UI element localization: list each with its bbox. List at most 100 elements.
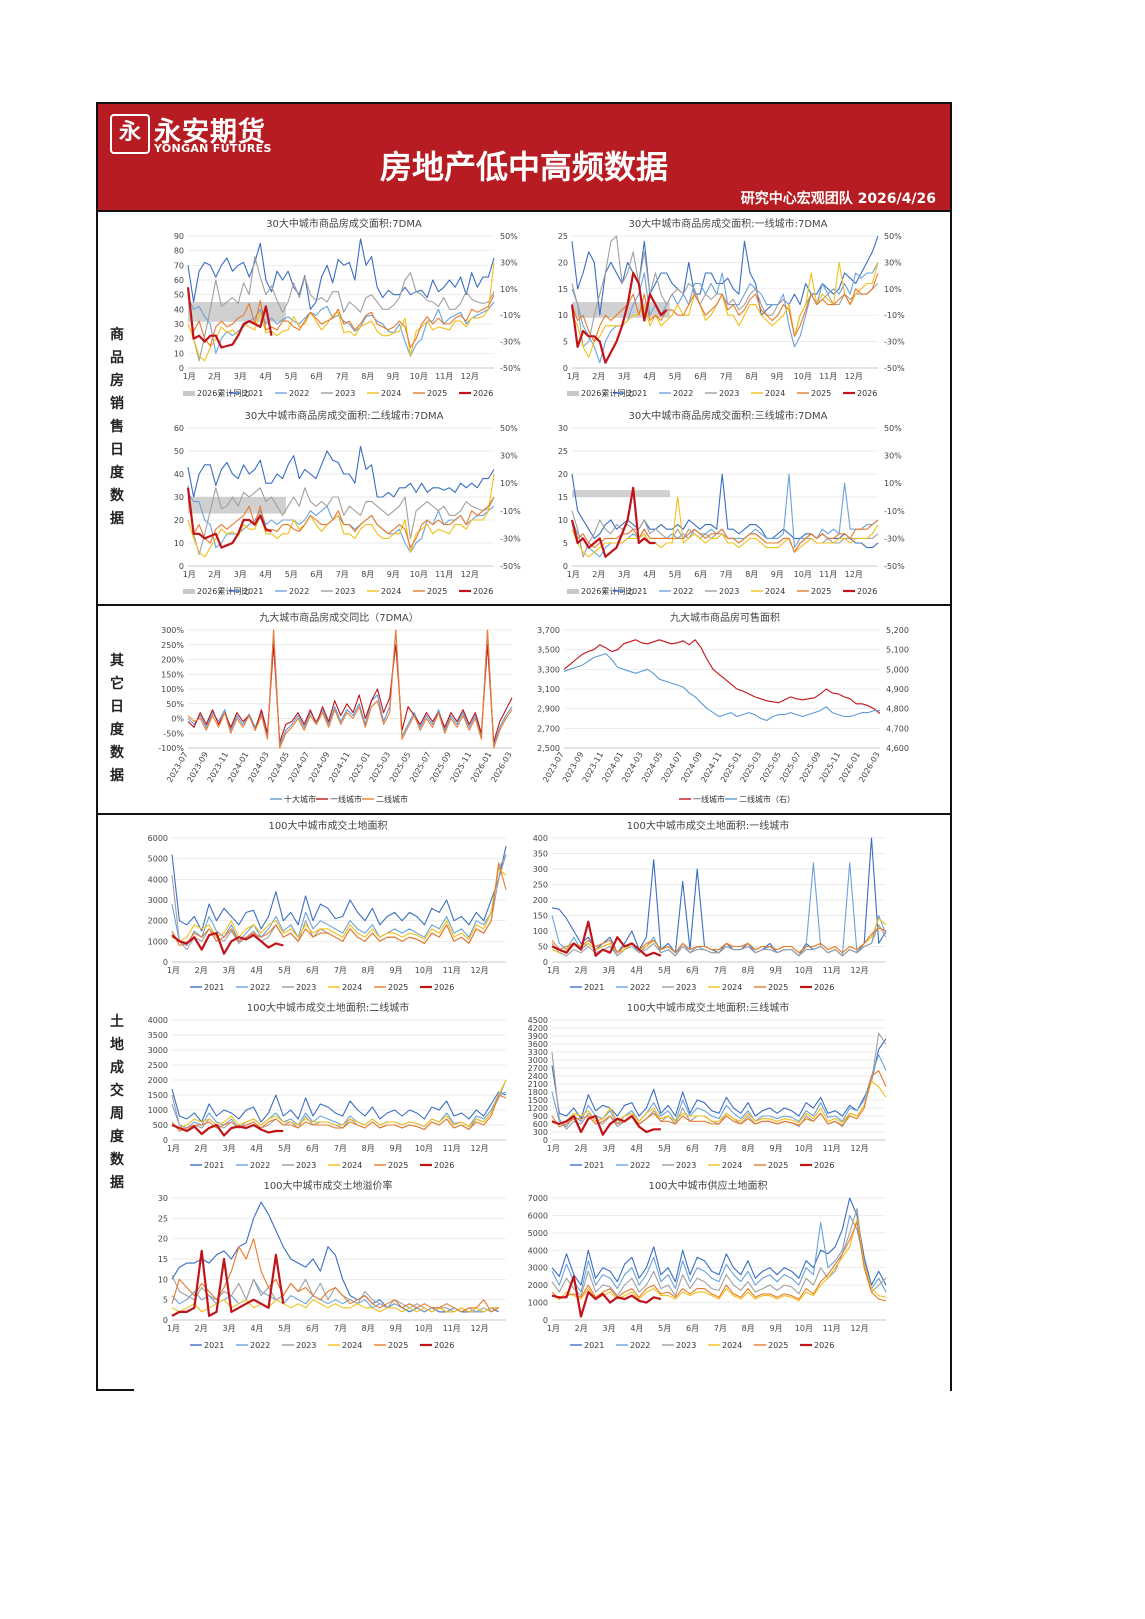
y-tick-label: 2000 bbox=[148, 917, 168, 926]
y-tick-label: 10 bbox=[558, 516, 568, 525]
y-tick-label: 5000 bbox=[148, 855, 168, 864]
y-tick-label: 20 bbox=[558, 470, 568, 479]
page-title: 房地产低中高频数据 bbox=[379, 148, 668, 186]
y-tick-label: 40 bbox=[174, 305, 184, 314]
legend-label: 2023 bbox=[676, 983, 696, 992]
y2-tick-label: -50% bbox=[884, 562, 905, 571]
legend-label: 2024 bbox=[722, 1341, 742, 1350]
x-tick-label: 7月 bbox=[714, 1324, 727, 1333]
series-line-2026 bbox=[171, 1249, 285, 1317]
y2-tick-label: 4,600 bbox=[886, 744, 909, 753]
y2-tick-label: 4,800 bbox=[886, 705, 909, 714]
y2-tick-label: 50% bbox=[884, 232, 902, 241]
legend-label: 2022 bbox=[673, 389, 693, 398]
y-tick-label: 0 bbox=[543, 1316, 548, 1325]
legend-swatch bbox=[183, 589, 195, 594]
y2-tick-label: 30% bbox=[884, 452, 902, 461]
y2-tick-label: 30% bbox=[500, 258, 518, 267]
y2-tick-label: 5,200 bbox=[886, 626, 909, 635]
y-tick-label: 30 bbox=[158, 1194, 168, 1203]
chart-title: 30大中城市商品房成交面积:二线城市:7DMA bbox=[245, 409, 444, 422]
y-tick-label: -100% bbox=[158, 744, 184, 753]
y2-tick-label: -50% bbox=[500, 562, 521, 571]
series-line-一线城市 bbox=[187, 644, 513, 743]
x-tick-label: 6月 bbox=[310, 372, 323, 381]
series-line-2024 bbox=[171, 1299, 499, 1313]
legend-label: 2021 bbox=[584, 983, 604, 992]
x-tick-label: 1月 bbox=[547, 1324, 560, 1333]
x-tick-label: 8月 bbox=[362, 966, 375, 975]
x-tick-label: 3月 bbox=[223, 1144, 236, 1153]
chart-30-cities-tier1: 30大中城市商品房成交面积:一线城市:7DMA 0 5 10 15 20 25 -50% -30… bbox=[538, 214, 918, 404]
x-tick-label: 1月 bbox=[547, 1144, 560, 1153]
y-tick-label: 3000 bbox=[148, 896, 168, 905]
y-tick-label: 50 bbox=[174, 291, 184, 300]
y-tick-label: 2500 bbox=[148, 1061, 168, 1070]
x-tick-label: 11月 bbox=[823, 966, 841, 975]
x-tick-label: 10月 bbox=[415, 1144, 433, 1153]
series-line-2026 bbox=[171, 1123, 284, 1137]
y-tick-label: 2100 bbox=[528, 1080, 548, 1089]
x-tick-label: 2月 bbox=[592, 570, 605, 579]
y-tick-label: 3,500 bbox=[537, 646, 560, 655]
x-tick-label: 2月 bbox=[575, 1144, 588, 1153]
legend-swatch bbox=[183, 391, 195, 396]
series-line-2023 bbox=[551, 1207, 887, 1297]
x-tick-label: 9月 bbox=[390, 966, 403, 975]
x-tick-label: 10月 bbox=[410, 570, 428, 579]
legend-label: 2024 bbox=[722, 1161, 742, 1170]
series-line-2024 bbox=[551, 1218, 887, 1302]
legend-label: 2025 bbox=[811, 587, 831, 596]
series-line-2024 bbox=[571, 496, 879, 558]
x-tick-label: 6月 bbox=[306, 1324, 319, 1333]
y-tick-label: 10 bbox=[174, 539, 184, 548]
legend-label: 2023 bbox=[335, 587, 355, 596]
y-tick-label: 150% bbox=[161, 670, 184, 679]
x-tick-label: 4月 bbox=[643, 570, 656, 579]
legend-label: 2024 bbox=[381, 587, 401, 596]
x-tick-label: 3月 bbox=[223, 1324, 236, 1333]
legend-label: 2023 bbox=[676, 1161, 696, 1170]
x-tick-label: 11月 bbox=[435, 372, 453, 381]
legend-label: 2022 bbox=[250, 1161, 270, 1170]
legend-label: 2024 bbox=[381, 389, 401, 398]
y-tick-label: 3,100 bbox=[537, 685, 560, 694]
x-tick-label: 6月 bbox=[686, 1144, 699, 1153]
chart-title: 100大中城市成交土地溢价率 bbox=[263, 1179, 392, 1192]
y-tick-label: 0 bbox=[563, 364, 568, 373]
y2-tick-label: 5,000 bbox=[886, 665, 909, 674]
section-label: 土地成交周度数据 bbox=[110, 1014, 124, 1191]
series-line-2025 bbox=[187, 294, 495, 349]
x-tick-label: 3月 bbox=[603, 1144, 616, 1153]
y2-tick-label: -10% bbox=[500, 507, 521, 516]
legend-label: 2023 bbox=[719, 389, 739, 398]
y-tick-label: 0 bbox=[179, 562, 184, 571]
y-tick-label: 4000 bbox=[148, 875, 168, 884]
y-tick-label: 1500 bbox=[528, 1096, 548, 1105]
series-line-2021 bbox=[551, 1038, 887, 1120]
legend-label: 2023 bbox=[676, 1341, 696, 1350]
y-tick-label: 300% bbox=[161, 626, 184, 635]
x-tick-label: 6月 bbox=[306, 1144, 319, 1153]
x-tick-label: 3月 bbox=[618, 570, 631, 579]
legend-label: 2021 bbox=[627, 389, 647, 398]
legend-swatch bbox=[567, 391, 579, 396]
series-line-2024 bbox=[171, 868, 507, 942]
logo-text-cn: 永安期货 bbox=[154, 117, 266, 148]
chart-title: 100大中城市成交土地面积:二线城市 bbox=[247, 1001, 409, 1014]
x-tick-label: 12月 bbox=[461, 570, 479, 579]
y2-tick-label: 50% bbox=[884, 424, 902, 433]
chart-title: 100大中城市成交土地面积 bbox=[268, 819, 387, 832]
y-tick-label: 60 bbox=[174, 424, 184, 433]
legend-label: 2021 bbox=[243, 587, 263, 596]
y2-tick-label: -50% bbox=[500, 364, 521, 373]
y-tick-label: 10 bbox=[174, 349, 184, 358]
x-tick-label: 7月 bbox=[720, 372, 733, 381]
y2-tick-label: -30% bbox=[884, 534, 905, 543]
series-line-2021 bbox=[551, 837, 887, 957]
x-tick-label: 10月 bbox=[795, 1324, 813, 1333]
series-line-2021 bbox=[187, 445, 495, 498]
y-tick-label: 2700 bbox=[528, 1064, 548, 1073]
series-line-2022 bbox=[171, 854, 507, 947]
x-tick-label: 5月 bbox=[285, 372, 298, 381]
